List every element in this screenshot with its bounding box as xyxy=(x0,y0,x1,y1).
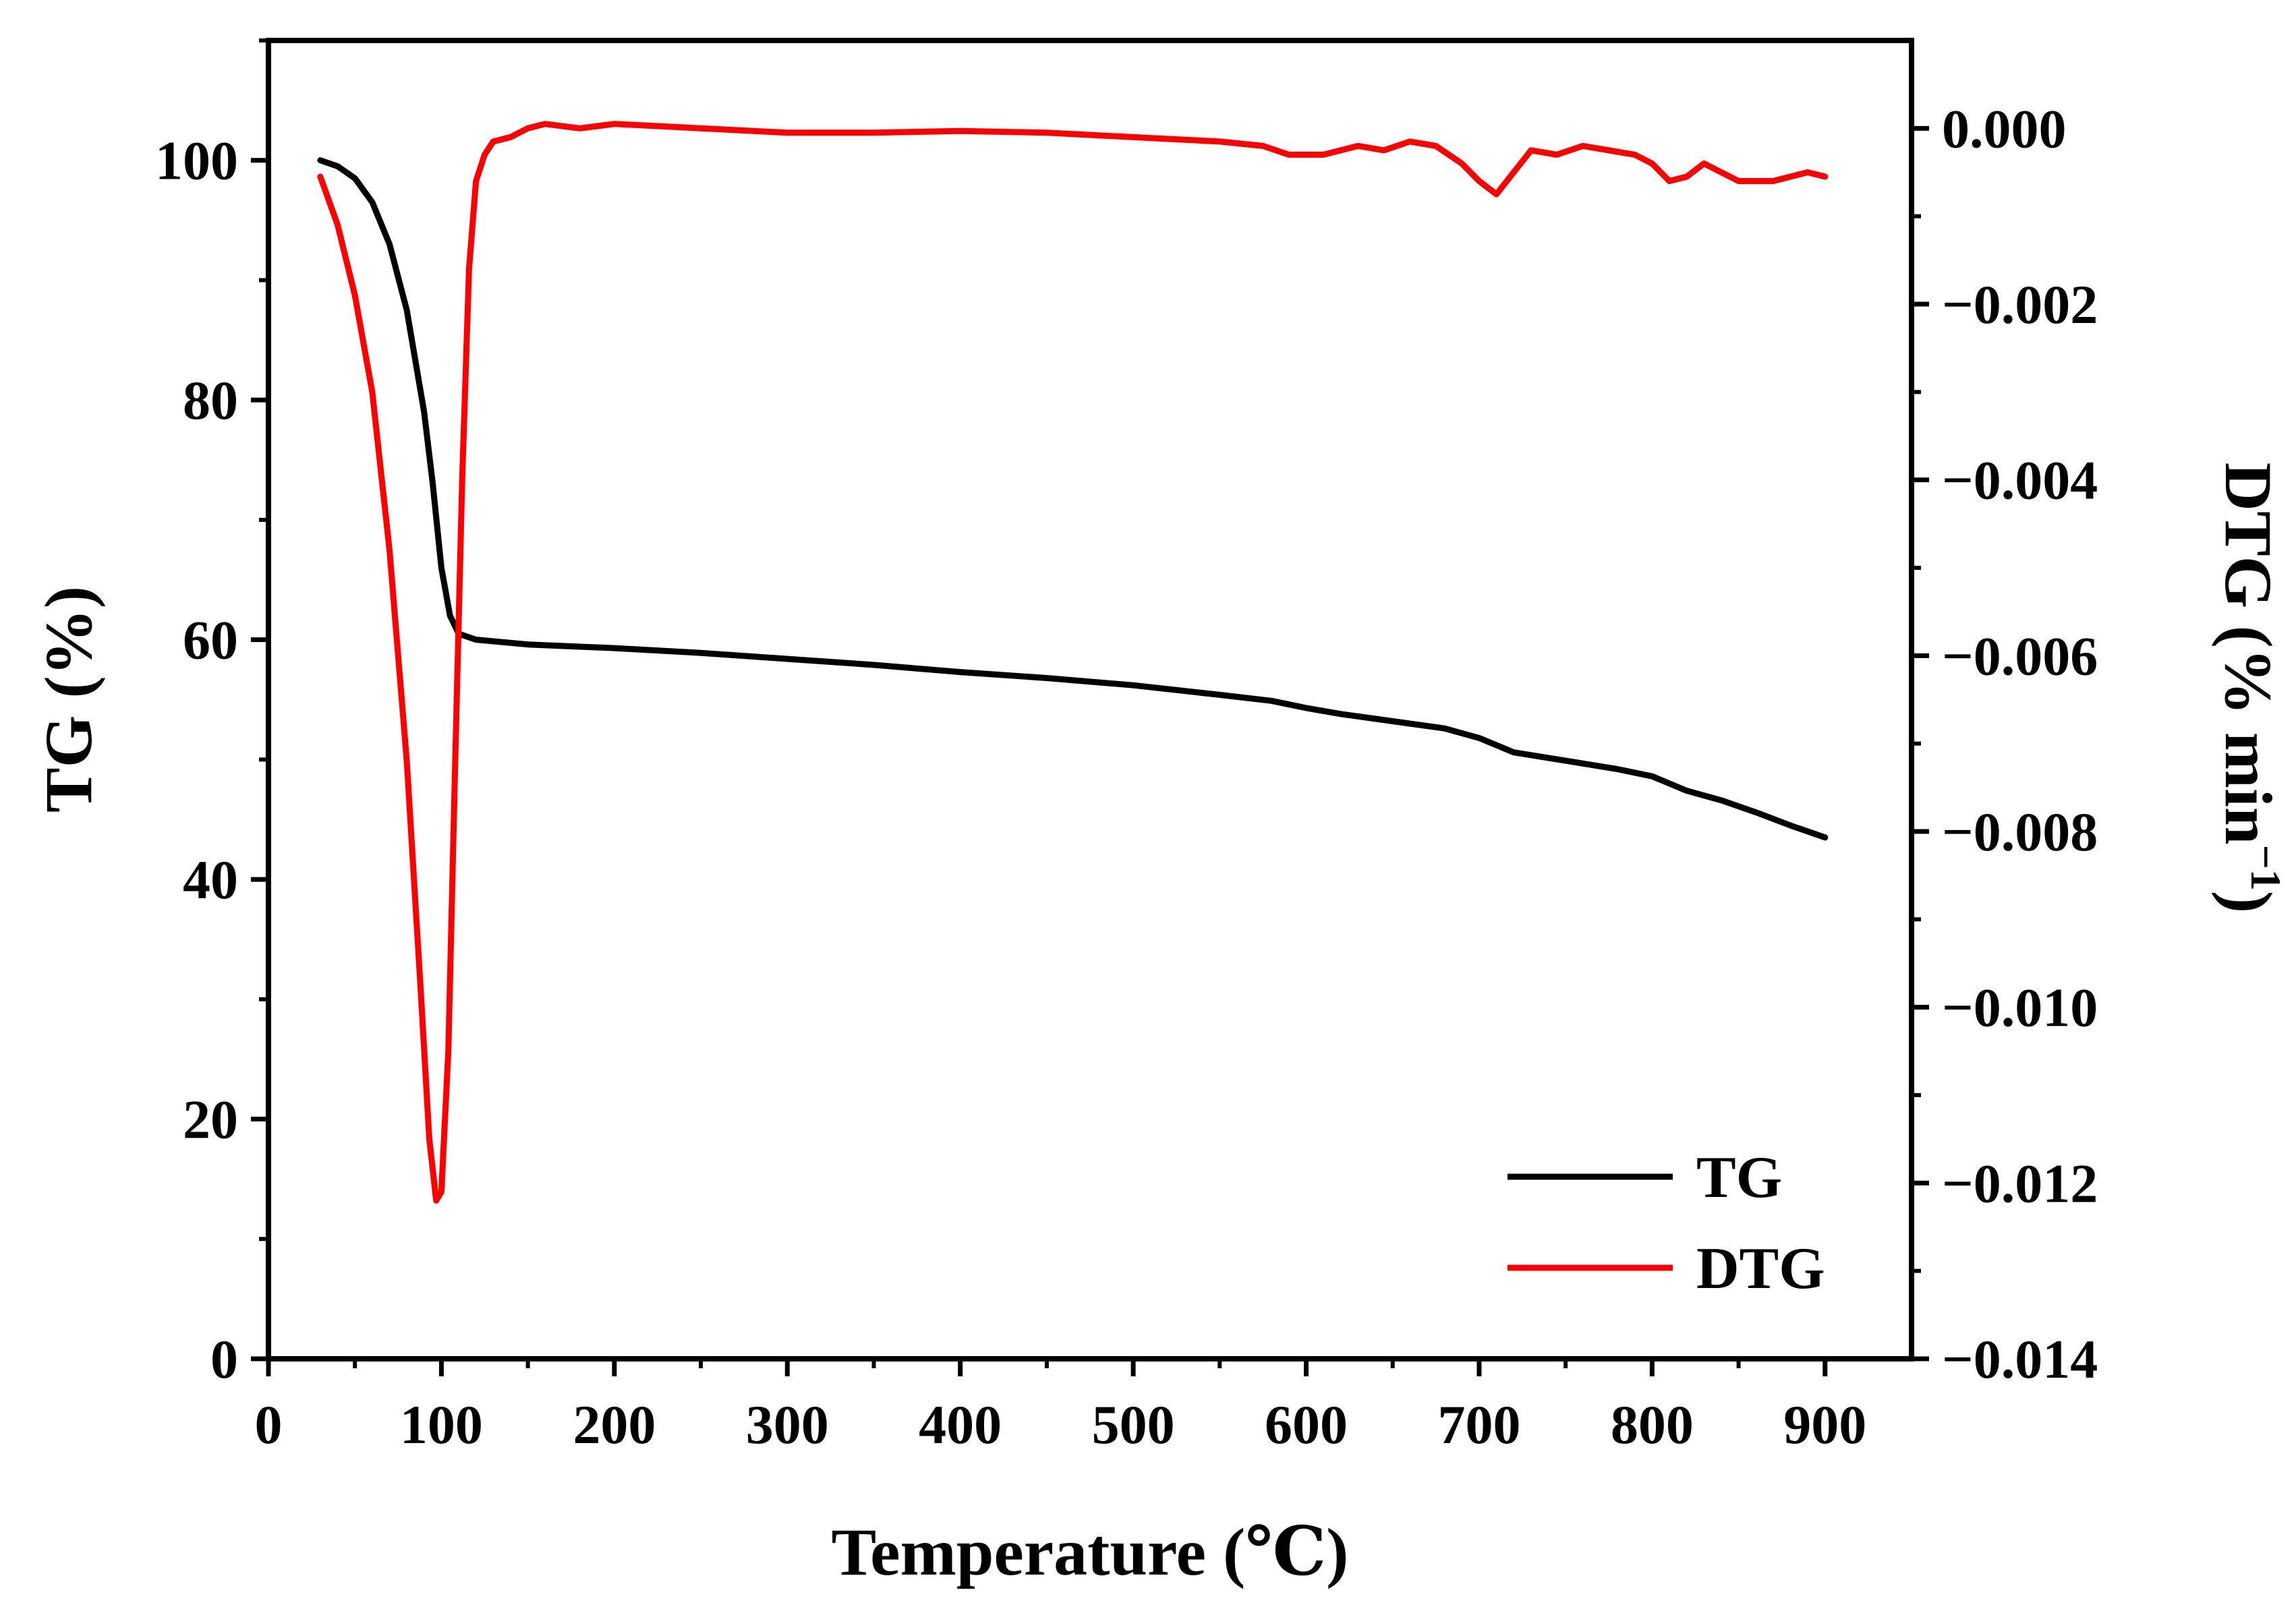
tg-series-line xyxy=(317,157,1829,841)
axis-ticks xyxy=(251,38,1929,1376)
y-left-tick-label: 60 xyxy=(183,610,238,671)
y-right-title-sup: −1 xyxy=(2242,844,2290,890)
y-right-tick-label: −0.014 xyxy=(1942,1328,2098,1390)
y-left-tick-label: 0 xyxy=(210,1328,238,1390)
x-tick-label: 300 xyxy=(746,1394,829,1455)
legend-tg-label: TG xyxy=(1696,1145,1782,1210)
x-tick-label: 800 xyxy=(1611,1394,1694,1455)
y-right-tick-label: −0.002 xyxy=(1942,274,2098,335)
y-right-title-main: DTG (% min xyxy=(2211,463,2286,845)
y-right-tick-label: −0.012 xyxy=(1942,1152,2098,1214)
x-tick-label: 700 xyxy=(1437,1394,1520,1455)
y-right-tick-label: −0.006 xyxy=(1942,625,2098,686)
dtg-series-line xyxy=(317,121,1829,1204)
x-tick-label: 100 xyxy=(400,1394,483,1455)
x-tick-label: 600 xyxy=(1265,1394,1348,1455)
y-right-axis-title: DTG (% min−1) xyxy=(2211,463,2290,913)
x-tick-label: 500 xyxy=(1092,1394,1175,1455)
y-right-tick-label: −0.010 xyxy=(1942,977,2098,1038)
y-right-tick-label: −0.004 xyxy=(1942,450,2098,511)
x-axis-title: Temperature (℃) xyxy=(832,1515,1349,1589)
legend: TG DTG xyxy=(1508,1145,1825,1301)
x-tick-label: 0 xyxy=(255,1394,283,1455)
x-tick-label: 900 xyxy=(1783,1394,1866,1455)
legend-dtg-label: DTG xyxy=(1696,1236,1825,1301)
series-layer xyxy=(317,121,1829,1204)
y-left-tick-label: 20 xyxy=(183,1089,238,1150)
plot-frame xyxy=(266,38,1914,1361)
y-left-tick-label: 100 xyxy=(155,130,238,192)
y-left-tick-label: 80 xyxy=(183,370,238,431)
x-tick-label: 400 xyxy=(919,1394,1002,1455)
y-right-tick-label: −0.008 xyxy=(1942,801,2098,862)
y-left-tick-label: 40 xyxy=(183,849,238,910)
y-right-tick-label: 0.000 xyxy=(1942,98,2067,159)
y-right-title-close: ) xyxy=(2211,891,2286,913)
y-left-axis-title: TG (%) xyxy=(31,586,106,813)
x-tick-label: 200 xyxy=(573,1394,656,1455)
